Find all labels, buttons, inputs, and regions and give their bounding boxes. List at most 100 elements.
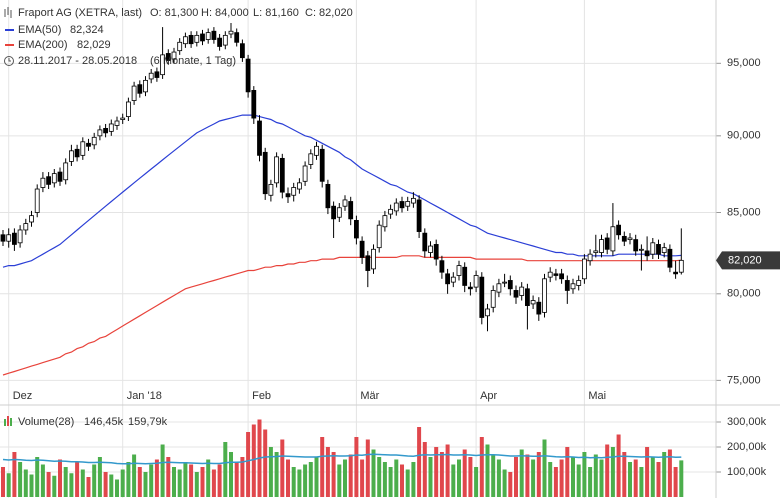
legend: Fraport AG (XETRA, last) O: 81,300 H: 84… [4, 7, 353, 428]
candle-body [644, 250, 650, 257]
volume-bar [474, 467, 479, 497]
candle-body [365, 255, 371, 271]
candle-body [291, 187, 297, 196]
volume-bar [274, 452, 279, 497]
volume-value: 146,45k [84, 416, 124, 428]
candle-body [519, 286, 525, 296]
candle-body [661, 247, 667, 253]
last-price-tag [716, 251, 780, 270]
volume-bar [411, 462, 416, 497]
volume-bar [548, 462, 553, 497]
volume-bar [109, 474, 114, 497]
chart-title: Fraport AG (XETRA, last) [18, 7, 142, 19]
legend-label: EMA(200) [18, 39, 68, 51]
volume-bar [246, 432, 251, 497]
candle-body [450, 276, 456, 283]
candle-body [131, 85, 137, 101]
candle-body [103, 128, 108, 134]
volume-bar [616, 434, 621, 497]
volume-bar [343, 459, 347, 497]
candle-body [182, 36, 188, 45]
x-tick-label: Apr [480, 390, 497, 402]
candle-body [582, 258, 587, 280]
volume-bar [166, 457, 171, 497]
candle-body [621, 235, 627, 242]
candle-body [17, 229, 23, 244]
volume-bar [63, 467, 68, 497]
volume-bar [137, 467, 142, 497]
volume-bar [280, 439, 285, 497]
volume-bar [628, 462, 632, 497]
volume-bar [18, 462, 23, 497]
legend-value: 82,029 [77, 39, 111, 51]
candle-body [97, 129, 103, 137]
candle-body [296, 182, 302, 190]
volume-bar [263, 429, 268, 497]
candle-body [222, 34, 228, 46]
candle-body [279, 157, 285, 193]
candle-body [627, 237, 633, 240]
candle-body [57, 171, 63, 182]
candle-body [6, 234, 12, 242]
candle-body [177, 41, 183, 52]
candle-body [74, 148, 80, 158]
candle-body [80, 141, 86, 156]
y-tick-label: 80,000 [727, 288, 761, 300]
candle-body [165, 53, 171, 61]
volume-bar [531, 459, 536, 497]
candle-body [445, 273, 451, 285]
volume-bar [103, 472, 108, 497]
volume-bar [160, 444, 165, 497]
volume-bar [514, 457, 518, 497]
y-tick-label: 300,00k [727, 416, 767, 428]
legend-value: 82,324 [70, 24, 104, 36]
volume-bar [348, 454, 353, 497]
candle-body [439, 260, 445, 273]
volume-bar [217, 464, 222, 497]
candle-body [23, 223, 29, 231]
candle-body [154, 71, 160, 78]
volume-bar [251, 424, 256, 497]
candle-body [0, 234, 6, 242]
volume-bar [519, 449, 524, 497]
volume-bar [143, 472, 148, 497]
candle-body [148, 72, 154, 80]
volume-bar [542, 439, 547, 497]
candle-body [137, 84, 143, 94]
volume-bar [52, 475, 57, 497]
volume-bar [80, 469, 85, 497]
volume-bar [536, 452, 541, 497]
last-price-label: 82,020 [728, 254, 762, 266]
candle-body [405, 201, 411, 207]
mark-layer [0, 22, 684, 497]
volume-bar [417, 427, 422, 497]
volume-bar [211, 469, 216, 497]
x-tick-label: Dez [13, 390, 33, 402]
volume-bar [605, 444, 610, 497]
candle-body [462, 266, 468, 286]
volume-bar [115, 479, 119, 497]
candle-body [211, 30, 217, 40]
candle-body [348, 201, 354, 220]
candle-body [456, 265, 462, 276]
volume-bar [194, 472, 199, 497]
volume-bar [593, 454, 598, 497]
volume-bar [656, 462, 661, 497]
candle-body [239, 43, 245, 59]
volume-bar [673, 467, 678, 497]
candle-body [530, 300, 536, 305]
candle-body [274, 156, 280, 184]
volume-average-line [2, 453, 682, 465]
volume-bar [439, 452, 444, 497]
candle-body [388, 208, 394, 215]
volume-bar [229, 452, 233, 497]
candle-body [678, 259, 684, 273]
volume-bar [75, 462, 80, 497]
volume-bar [183, 462, 188, 497]
volume-average: 159,79k [128, 416, 168, 428]
candle-body [126, 101, 131, 117]
volume-bar [662, 452, 667, 497]
volume-bar [633, 459, 638, 497]
candle-body [650, 242, 656, 255]
volume-bar [46, 472, 51, 497]
